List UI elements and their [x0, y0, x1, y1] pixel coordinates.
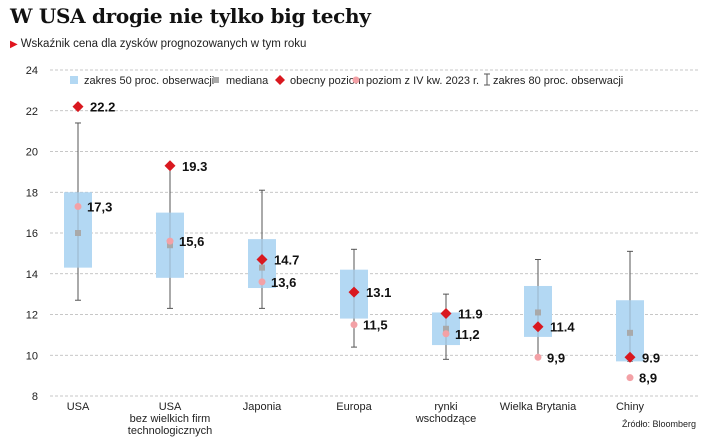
- y-tick-label: 12: [26, 310, 38, 322]
- median-marker: [75, 230, 81, 236]
- current-level-marker: [440, 308, 452, 320]
- current-level-marker: [532, 321, 544, 333]
- y-tick-label: 8: [32, 391, 38, 403]
- x-category-label: bez wielkich firm: [130, 413, 211, 425]
- q4-2023-marker: [534, 353, 542, 361]
- y-tick-label: 20: [26, 147, 38, 159]
- current-level-marker: [624, 351, 636, 363]
- q4-2023-marker: [626, 374, 634, 382]
- y-tick-label: 18: [26, 187, 38, 199]
- q4-2023-label: 17,3: [87, 200, 112, 215]
- x-category-label: wschodzące: [415, 413, 477, 425]
- x-category-label: Wielka Brytania: [500, 401, 577, 413]
- current-level-marker: [164, 160, 176, 172]
- y-tick-label: 10: [26, 350, 38, 362]
- category-group: 11,2 11.9: [432, 293, 483, 360]
- legend-swatch-box: [70, 76, 78, 84]
- legend-label: zakres 80 proc. obserwacji: [493, 75, 623, 87]
- current-level-label: 11.9: [458, 307, 483, 322]
- category-group: 11,5 13.1: [340, 248, 391, 348]
- current-level-label: 13.1: [366, 285, 391, 300]
- median-marker: [167, 242, 173, 249]
- category-group: 9,9 11.4: [524, 258, 575, 365]
- legend-swatch-median: [213, 77, 219, 83]
- x-category-label: USA: [67, 401, 90, 413]
- q4-2023-marker: [350, 321, 358, 329]
- y-tick-label: 24: [26, 65, 38, 77]
- q4-2023-label: 13,6: [271, 275, 296, 290]
- current-level-label: 14.7: [274, 252, 299, 267]
- y-tick-label: 14: [26, 269, 38, 281]
- legend-label: obecny poziom: [290, 75, 364, 87]
- subtitle-text: Wskaźnik cena dla zysków prognozowanych …: [20, 38, 307, 50]
- triangle-icon: ▶: [10, 39, 18, 50]
- median-marker: [443, 325, 449, 332]
- y-tick-label: 22: [26, 106, 38, 118]
- legend-label: poziom z IV kw. 2023 r.: [366, 75, 479, 87]
- q4-2023-marker: [166, 237, 174, 245]
- source-note: Źródło: Bloomberg: [621, 419, 696, 429]
- current-level-label: 9.9: [642, 350, 660, 365]
- chart-subtitle: ▶ Wskaźnik cena dla zysków prognozowanych…: [10, 38, 306, 50]
- y-tick-label: 16: [26, 228, 38, 240]
- category-group: 8,99.9: [616, 250, 660, 386]
- x-category-label: technologicznych: [128, 425, 212, 437]
- median-marker: [259, 264, 265, 271]
- q4-2023-label: 11,5: [363, 318, 388, 333]
- gridlines: 8 10 12 14 16 18 20 22 24: [26, 65, 700, 403]
- current-level-label: 11.4: [550, 320, 575, 335]
- q4-2023-marker: [258, 278, 266, 286]
- x-category-label: Japonia: [243, 401, 282, 413]
- q4-2023-label: 9,9: [547, 350, 565, 365]
- current-level-label: 22.2: [90, 100, 115, 115]
- legend-label: zakres 50 proc. obserwacji: [84, 75, 214, 87]
- x-category-label: Chiny: [616, 401, 645, 413]
- category-group: 15,6 19.3: [156, 159, 207, 309]
- category-group: 13,6 14.7: [248, 189, 299, 309]
- x-category-label: USA: [159, 401, 182, 413]
- q4-2023-marker: [74, 203, 82, 211]
- median-marker: [535, 309, 541, 316]
- legend-label: mediana: [226, 75, 269, 87]
- legend-swatch-current: [275, 75, 285, 85]
- x-category-label: Europa: [336, 401, 372, 413]
- chart-title: W USA drogie nie tylko big techy: [10, 4, 371, 28]
- current-level-marker: [256, 253, 268, 265]
- current-level-label: 19.3: [182, 159, 207, 174]
- q4-2023-label: 11,2: [455, 327, 480, 342]
- q4-2023-label: 15,6: [179, 234, 204, 249]
- current-level-marker: [72, 101, 84, 113]
- legend: zakres 50 proc. obserwacji mediana obecny …: [70, 73, 623, 87]
- x-category-label: rynki: [434, 401, 457, 413]
- q4-2023-marker: [442, 330, 450, 338]
- category-group: 17,3 22.2: [64, 100, 115, 301]
- q4-2023-label: 8,9: [639, 371, 657, 386]
- chart-marks: 17,3 22.2 15,6 19.3 13,6 14.7 11,5 13.1 11,2 11.9…: [64, 100, 660, 386]
- legend-swatch-q4: [352, 76, 360, 84]
- median-marker: [627, 329, 633, 336]
- current-level-marker: [348, 286, 360, 298]
